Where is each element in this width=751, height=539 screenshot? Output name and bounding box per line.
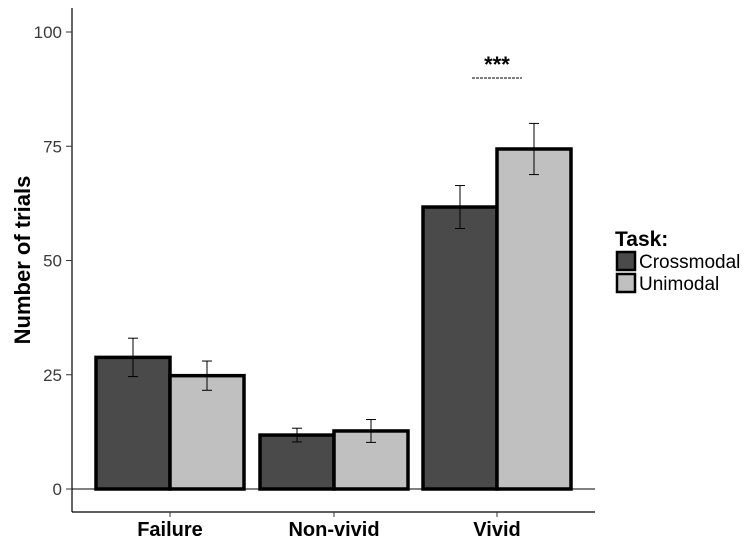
legend-swatch-crossmodal [615, 250, 637, 272]
bar-crossmodal-failure [94, 355, 172, 491]
bar-crossmodal-vivid [421, 205, 499, 491]
x-tick-label-vivid: Vivid [473, 519, 520, 539]
bars [94, 147, 573, 491]
legend-title: Task: [615, 228, 668, 251]
bar-crossmodal-non-vivid [258, 433, 336, 491]
annotations: *** [472, 52, 522, 79]
y-tick-label: 75 [43, 137, 62, 156]
y-tick-label: 0 [53, 480, 62, 499]
error-bars [128, 122, 539, 443]
y-tick-label: 25 [43, 366, 62, 385]
y-ticks: 0 25 50 75 100 [34, 23, 72, 499]
x-tick-label-failure: Failure [137, 519, 203, 539]
y-tick-label: 100 [34, 23, 62, 42]
y-tick-label: 50 [43, 252, 62, 271]
legend-label-unimodal: Unimodal [639, 274, 719, 295]
x-tick-label-non-vivid: Non-vivid [288, 519, 379, 539]
legend-swatch-unimodal [615, 272, 637, 294]
significance-stars: *** [484, 52, 510, 77]
x-tick-labels: Failure Non-vivid Vivid [137, 512, 521, 539]
bar-unimodal-failure [168, 373, 246, 491]
y-axis-title: Number of trials [10, 176, 35, 345]
bar-unimodal-vivid [495, 147, 573, 491]
legend-label-crossmodal: Crossmodal [639, 252, 740, 273]
